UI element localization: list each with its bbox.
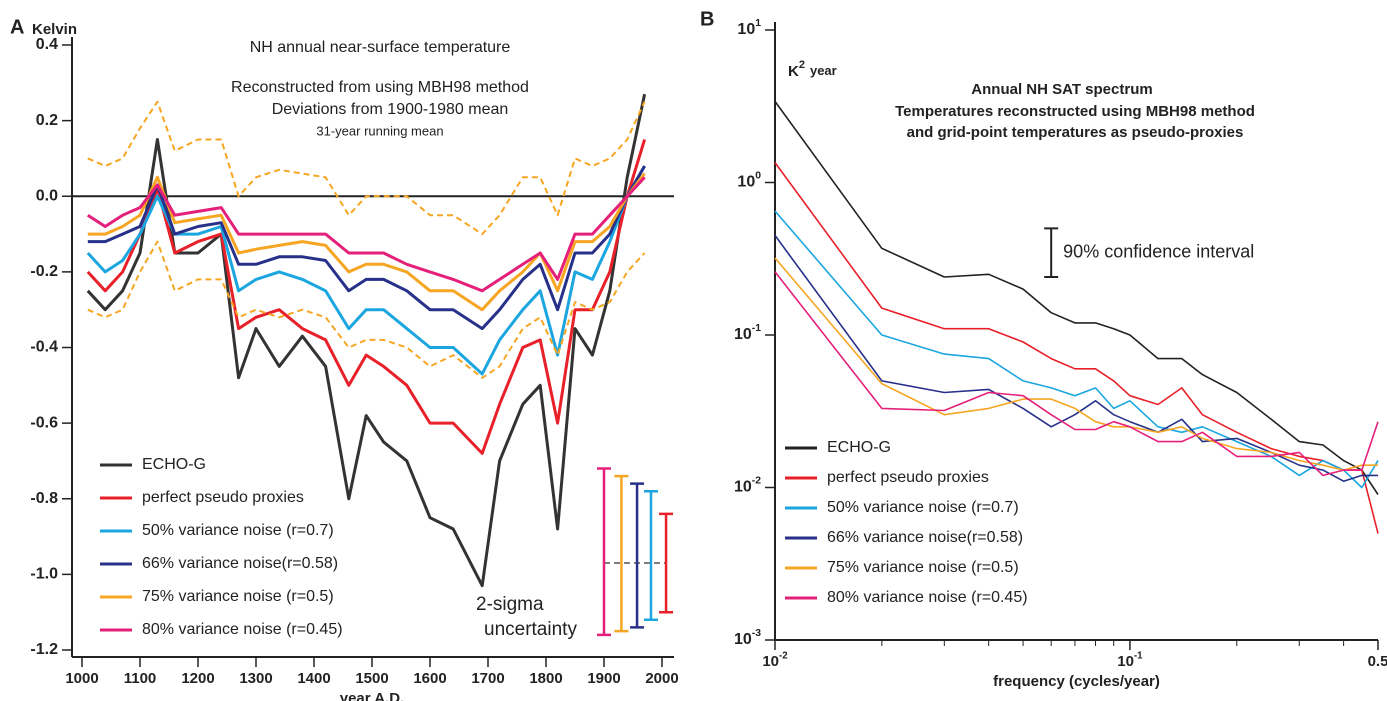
legend-label: 80% variance noise (r=0.45) [827,589,1028,606]
y-tick-label: -1.2 [30,641,58,658]
legend-label: ECHO-G [142,456,206,473]
legend-label: 50% variance noise (r=0.7) [827,499,1019,516]
uncertainty-bar [659,512,674,614]
y-tick-label-base: 10 [737,21,755,38]
title-line: Reconstructed from using MBH98 method [231,79,529,96]
x-tick-label: 1100 [124,670,157,687]
y-axis-label: K2 year [788,59,837,80]
y-tick-label: 0.2 [36,112,58,129]
x-tick-label: 10-2 [762,650,788,670]
y-tick-label: -0.6 [30,414,58,431]
y-tick-label-base: 10 [737,174,755,191]
series-line [774,257,1378,471]
x-tick-label: 0.5 [1368,653,1387,670]
legend-label: 75% variance noise (r=0.5) [142,588,334,605]
x-tick-label: 1800 [529,670,562,687]
series-line [86,176,646,293]
y-tick-label-exponent: -1 [752,323,761,334]
y-tick-label: 0.0 [36,187,58,204]
bound-line [87,100,646,236]
uncertainty-bar [630,482,645,629]
x-tick-label: 1200 [181,670,214,687]
y-axis-label-base: K [788,63,799,80]
y-axis-label-exponent: 2 [799,59,805,71]
y-tick-label: -0.8 [30,490,58,507]
annotation: 2-sigma [476,594,544,615]
series-line [774,271,1379,477]
x-tick-label: 1300 [239,670,272,687]
x-tick-label: 2000 [645,670,678,687]
x-tick-label: 1500 [355,670,388,687]
uncertainty-bar [597,467,611,637]
x-tick-label: 1700 [471,670,504,687]
x-tick-label: 1000 [65,670,98,687]
legend-label: 75% variance noise (r=0.5) [827,559,1019,576]
x-tick-label: 1400 [297,670,330,687]
y-tick-label: 10-2 [734,475,761,496]
y-tick-label: -1.0 [30,566,58,583]
chart-title: Annual NH SAT spectrum [971,81,1152,98]
series-line [86,139,647,455]
legend-label: 80% variance noise (r=0.45) [142,621,343,638]
series-line [774,162,1379,534]
y-tick-label: 0.4 [36,36,58,53]
y-tick-label: -0.4 [30,339,58,356]
y-tick-label: 100 [737,170,761,191]
legend-label: 66% variance noise(r=0.58) [827,529,1023,546]
panel-label: B [700,8,714,30]
legend-label: 66% variance noise(r=0.58) [142,555,338,572]
panel-label: A [10,16,24,38]
confidence-bar [1044,227,1059,279]
uncertainty-bar [643,489,658,621]
y-tick-label-base: 10 [734,479,752,496]
x-tick-label-exponent: -1 [1134,650,1143,661]
y-tick-label-exponent: -3 [752,628,761,639]
x-tick-label-base: 10 [762,653,779,670]
x-tick-label: 10-1 [1117,650,1143,670]
series-line [774,210,1379,489]
x-tick-label-base: 10 [1117,653,1134,670]
title-line: 31-year running mean [316,123,443,138]
y-tick-label-base: 10 [734,631,752,648]
y-tick-label-base: -1.0 [30,566,58,583]
y-tick-label-exponent: -2 [752,475,761,486]
subtitle-line: and grid-point temperatures as pseudo-pr… [907,124,1244,141]
x-axis-label: frequency (cycles/year) [993,673,1160,690]
x-tick-label: 1600 [413,670,446,687]
legend-label: perfect pseudo proxies [142,489,304,506]
y-tick-label: 101 [737,18,761,39]
y-tick-label-exponent: 0 [755,170,761,181]
x-tick-label-exponent: -2 [779,650,788,661]
y-tick-label-exponent: 1 [755,18,761,29]
y-tick-label-base: 10 [734,326,752,343]
title-line: Deviations from 1900-1980 mean [272,101,509,118]
y-axis-label-unit: year [810,63,837,78]
legend-label: perfect pseudo proxies [827,469,989,486]
uncertainty-bar [614,474,629,633]
legend-label: ECHO-G [827,439,891,456]
legend-label: 50% variance noise (r=0.7) [142,522,334,539]
confidence-label: 90% confidence interval [1063,241,1254,261]
x-axis-label: year A.D. [340,690,404,701]
series-line [87,165,646,331]
subtitle-line: Temperatures reconstructed using MBH98 m… [895,103,1255,120]
y-axis-label: Kelvin [32,21,77,38]
y-tick-label-base: 0.0 [36,187,58,204]
y-tick-label: 10-3 [734,628,761,649]
x-tick-label: 1900 [587,670,620,687]
y-tick-label: -0.2 [30,263,58,280]
series-line [774,100,1379,495]
y-tick-label: 10-1 [734,323,761,344]
title-line: NH annual near-surface temperature [250,39,511,56]
annotation: uncertainty [484,619,577,640]
